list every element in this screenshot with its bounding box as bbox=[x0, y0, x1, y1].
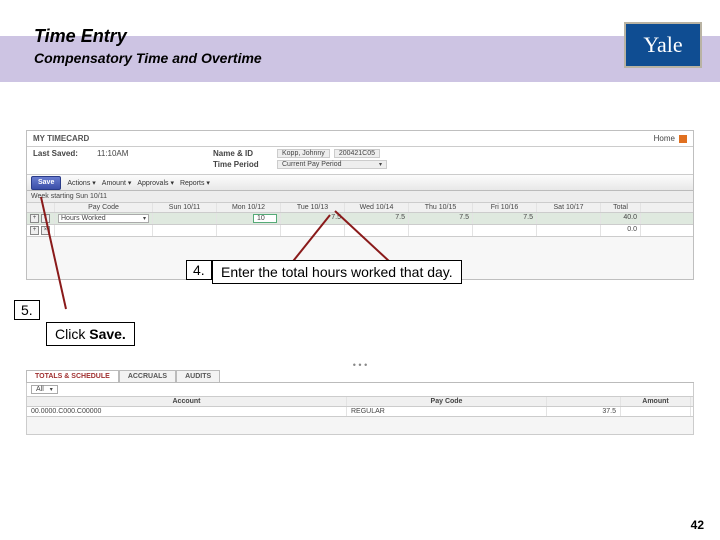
cell-wed[interactable]: 7.5 bbox=[345, 213, 409, 224]
chevron-down-icon: ▾ bbox=[50, 386, 53, 393]
step5-number: 5. bbox=[14, 300, 40, 320]
paycode-value: REGULAR bbox=[347, 407, 547, 416]
app-title: MY TIMECARD bbox=[33, 134, 89, 143]
add-row-icon[interactable]: + bbox=[30, 226, 39, 235]
page-number: 42 bbox=[691, 518, 704, 532]
col-blank bbox=[27, 203, 55, 212]
step5-text-b: Save. bbox=[89, 326, 126, 342]
delete-row-icon[interactable]: × bbox=[41, 226, 50, 235]
last-saved-label: Last Saved: bbox=[33, 149, 93, 158]
name-id-label: Name & ID bbox=[213, 149, 273, 158]
col-total: Total bbox=[601, 203, 641, 212]
cell-fri[interactable]: 7.5 bbox=[473, 213, 537, 224]
cell-mon[interactable]: 10 bbox=[217, 213, 281, 224]
step4-number: 4. bbox=[186, 260, 212, 280]
step4-text: Enter the total hours worked that day. bbox=[212, 260, 462, 284]
col-sun: Sun 10/11 bbox=[153, 203, 217, 212]
col-fri: Fri 10/16 bbox=[473, 203, 537, 212]
cell[interactable] bbox=[409, 225, 473, 236]
page-subtitle: Compensatory Time and Overtime bbox=[34, 50, 262, 66]
cell-tue[interactable]: 7.5 bbox=[281, 213, 345, 224]
cell[interactable] bbox=[281, 225, 345, 236]
add-row-icon[interactable]: + bbox=[30, 214, 39, 223]
amount-value bbox=[621, 407, 691, 416]
period-label: Time Period bbox=[213, 160, 273, 169]
all-label: All bbox=[36, 386, 44, 393]
cell-thu[interactable]: 7.5 bbox=[409, 213, 473, 224]
step5-text: Click Save. bbox=[46, 322, 135, 346]
period-value: Current Pay Period bbox=[282, 161, 342, 168]
col-account: Account bbox=[27, 397, 347, 406]
last-saved-value: 11:10AM bbox=[97, 149, 128, 158]
yale-logo: Yale bbox=[624, 22, 702, 68]
cell-sun[interactable] bbox=[153, 213, 217, 224]
name-value: Kopp, Johnny bbox=[277, 149, 330, 158]
col-paycode: Pay Code bbox=[347, 397, 547, 406]
save-button[interactable]: Save bbox=[31, 176, 61, 190]
tabs-row: TOTALS & SCHEDULE ACCRUALS AUDITS bbox=[26, 370, 694, 383]
accruals-header: Account Pay Code Amount bbox=[26, 397, 694, 407]
chevron-down-icon: ▾ bbox=[143, 215, 146, 222]
totals-area: • • • TOTALS & SCHEDULE ACCRUALS AUDITS … bbox=[26, 360, 694, 430]
page-title: Time Entry bbox=[34, 26, 127, 47]
cell[interactable] bbox=[345, 225, 409, 236]
actions-menu[interactable]: Actions ▾ bbox=[67, 179, 95, 187]
grid-row-hours: + × Hours Worked ▾ 10 7.5 7.5 7.5 7.5 40… bbox=[27, 213, 693, 225]
row-icons: + × bbox=[27, 213, 55, 224]
chevron-down-icon: ▾ bbox=[379, 161, 382, 168]
accruals-row: 00.0000.C000.C00000 REGULAR 37.5 bbox=[26, 407, 694, 417]
grid-header-row: Pay Code Sun 10/11 Mon 10/12 Tue 10/13 W… bbox=[27, 203, 693, 213]
col-hours bbox=[547, 397, 621, 406]
hours-value: 37.5 bbox=[547, 407, 621, 416]
cell-sat[interactable] bbox=[537, 213, 601, 224]
yale-logo-text: Yale bbox=[643, 32, 682, 58]
col-thu: Thu 10/15 bbox=[409, 203, 473, 212]
week-bar: Week starting Sun 10/11 bbox=[27, 191, 693, 203]
paycode-cell[interactable]: Hours Worked ▾ bbox=[55, 213, 153, 224]
home-label: Home bbox=[654, 134, 675, 143]
col-wed: Wed 10/14 bbox=[345, 203, 409, 212]
slide-header: Time Entry Compensatory Time and Overtim… bbox=[0, 0, 720, 78]
approvals-menu[interactable]: Approvals ▾ bbox=[137, 179, 174, 187]
cell[interactable] bbox=[473, 225, 537, 236]
tab-audits[interactable]: AUDITS bbox=[176, 370, 220, 382]
reports-menu[interactable]: Reports ▾ bbox=[180, 179, 210, 187]
app-topbar: MY TIMECARD Home bbox=[27, 131, 693, 147]
cell-total: 0.0 bbox=[601, 225, 641, 236]
cell[interactable] bbox=[217, 225, 281, 236]
delete-row-icon[interactable]: × bbox=[41, 214, 50, 223]
acct-value: 00.0000.C000.C00000 bbox=[27, 407, 347, 416]
period-select[interactable]: Current Pay Period ▾ bbox=[277, 160, 387, 169]
week-label: Week starting Sun 10/11 bbox=[31, 193, 107, 200]
grid-row-blank: + × 0.0 bbox=[27, 225, 693, 237]
col-mon: Mon 10/12 bbox=[217, 203, 281, 212]
accruals-body-bg bbox=[26, 417, 694, 435]
tab-totals[interactable]: TOTALS & SCHEDULE bbox=[26, 370, 119, 382]
paycode-cell-blank[interactable] bbox=[55, 225, 153, 236]
timecard-app: MY TIMECARD Home Last Saved: 11:10AM Nam… bbox=[26, 130, 694, 280]
id-value: 200421C05 bbox=[334, 149, 380, 158]
amount-menu[interactable]: Amount ▾ bbox=[102, 179, 132, 187]
cell-total: 40.0 bbox=[601, 213, 641, 224]
step5-text-a: Click bbox=[55, 326, 89, 342]
active-input[interactable]: 10 bbox=[253, 214, 277, 223]
accruals-toolbar: All ▾ bbox=[26, 383, 694, 397]
app-meta: Last Saved: 11:10AM Name & ID Kopp, John… bbox=[27, 147, 693, 175]
cell[interactable] bbox=[537, 225, 601, 236]
home-icon bbox=[679, 135, 687, 143]
col-sat: Sat 10/17 bbox=[537, 203, 601, 212]
col-tue: Tue 10/13 bbox=[281, 203, 345, 212]
tab-accruals[interactable]: ACCRUALS bbox=[119, 370, 176, 382]
home-link[interactable]: Home bbox=[654, 134, 687, 143]
app-toolbar: Save Actions ▾ Amount ▾ Approvals ▾ Repo… bbox=[27, 175, 693, 191]
paycode-value: Hours Worked bbox=[61, 215, 106, 222]
col-paycode: Pay Code bbox=[55, 203, 153, 212]
row-icons: + × bbox=[27, 225, 55, 236]
cell[interactable] bbox=[153, 225, 217, 236]
all-select[interactable]: All ▾ bbox=[31, 385, 58, 394]
splitter-dots[interactable]: • • • bbox=[26, 360, 694, 370]
timecard-grid: Pay Code Sun 10/11 Mon 10/12 Tue 10/13 W… bbox=[27, 203, 693, 237]
col-amount: Amount bbox=[621, 397, 691, 406]
